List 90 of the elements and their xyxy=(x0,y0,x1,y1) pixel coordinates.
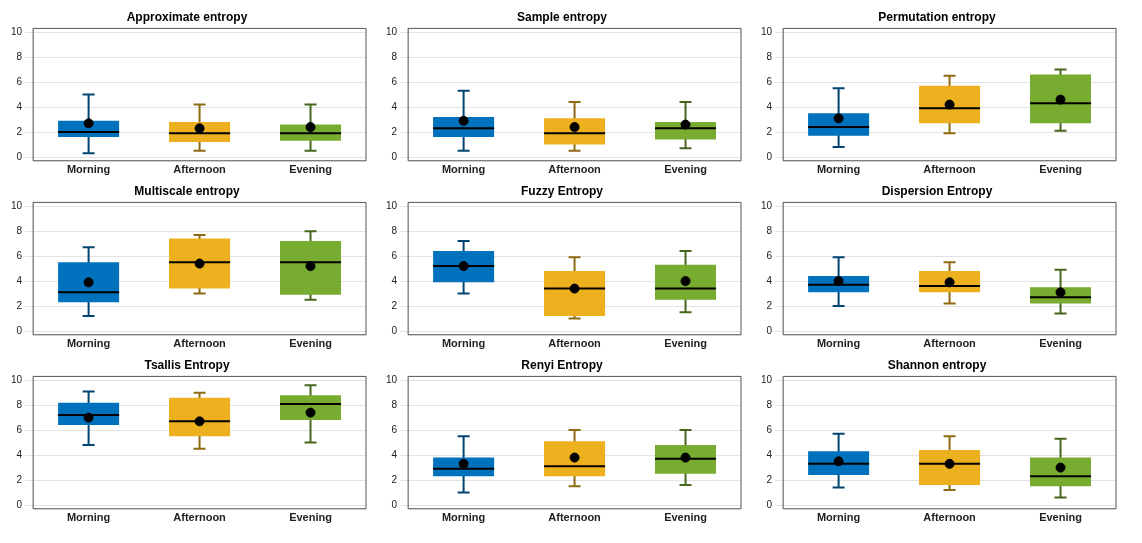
y-tick-label: 4 xyxy=(391,100,398,112)
y-tick-label: 10 xyxy=(386,373,398,385)
x-tick-label: Afternoon xyxy=(548,163,602,176)
x-tick-label: Morning xyxy=(66,163,111,176)
x-tick-label: Afternoon xyxy=(548,337,602,350)
chart-title: Permutation entropy xyxy=(878,9,996,24)
y-tick-label: 4 xyxy=(16,100,23,112)
y-tick-label: 2 xyxy=(766,125,773,137)
y-tick-label: 6 xyxy=(766,249,773,261)
y-tick-label: 10 xyxy=(386,25,398,37)
y-tick-label: 6 xyxy=(766,423,773,435)
chart-title: Fuzzy Entropy xyxy=(520,183,604,198)
y-tick-label: 4 xyxy=(16,448,23,460)
y-tick-label: 6 xyxy=(16,75,23,87)
x-tick-label: Afternoon xyxy=(923,511,977,524)
x-tick-label: Afternoon xyxy=(173,337,227,350)
chart-title: Sample entropy xyxy=(516,9,608,24)
y-tick-label: 4 xyxy=(766,274,773,286)
y-tick-label: 8 xyxy=(16,50,23,62)
y-tick-label: 0 xyxy=(391,498,398,510)
y-tick-label: 4 xyxy=(391,448,398,460)
y-tick-label: 10 xyxy=(761,25,773,37)
y-tick-label: 2 xyxy=(391,125,398,137)
y-tick-label: 0 xyxy=(391,324,398,336)
y-tick-label: 0 xyxy=(391,150,398,162)
x-tick-label: Afternoon xyxy=(173,511,227,524)
x-tick-label: Morning xyxy=(441,511,486,524)
x-tick-label: Afternoon xyxy=(548,511,602,524)
y-tick-label: 0 xyxy=(766,498,773,510)
y-tick-label: 4 xyxy=(766,448,773,460)
x-tick-label: Morning xyxy=(66,337,111,350)
chart-title: Approximate entropy xyxy=(126,9,248,24)
chart-title: Multiscale entropy xyxy=(134,183,240,198)
y-tick-label: 6 xyxy=(391,249,398,261)
y-tick-label: 8 xyxy=(391,398,398,410)
y-tick-label: 2 xyxy=(391,473,398,485)
y-tick-label: 10 xyxy=(11,25,23,37)
x-tick-label: Morning xyxy=(816,337,861,350)
y-tick-label: 0 xyxy=(766,150,773,162)
x-tick-label: Evening xyxy=(289,163,332,176)
x-tick-label: Morning xyxy=(816,511,861,524)
y-tick-label: 10 xyxy=(386,199,398,211)
x-tick-label: Evening xyxy=(664,511,707,524)
y-tick-label: 6 xyxy=(16,423,23,435)
y-tick-label: 8 xyxy=(766,224,773,236)
y-tick-label: 0 xyxy=(766,324,773,336)
y-tick-label: 2 xyxy=(16,473,23,485)
x-tick-label: Evening xyxy=(664,337,707,350)
chart-title: Renyi Entropy xyxy=(521,357,603,372)
y-tick-label: 0 xyxy=(16,498,23,510)
x-tick-label: Evening xyxy=(1039,511,1082,524)
x-tick-label: Morning xyxy=(816,163,861,176)
y-tick-label: 4 xyxy=(16,274,23,286)
x-tick-label: Afternoon xyxy=(923,163,977,176)
chart-title: Shannon entropy xyxy=(887,357,987,372)
y-tick-label: 8 xyxy=(391,224,398,236)
x-tick-label: Afternoon xyxy=(173,163,227,176)
y-tick-label: 10 xyxy=(11,199,23,211)
y-tick-label: 2 xyxy=(16,125,23,137)
y-tick-label: 4 xyxy=(766,100,773,112)
y-tick-label: 8 xyxy=(16,224,23,236)
x-tick-label: Evening xyxy=(289,337,332,350)
y-tick-label: 8 xyxy=(391,50,398,62)
y-tick-label: 4 xyxy=(391,274,398,286)
y-tick-label: 6 xyxy=(16,249,23,261)
x-tick-label: Evening xyxy=(1039,337,1082,350)
y-tick-label: 2 xyxy=(391,299,398,311)
y-tick-label: 0 xyxy=(16,324,23,336)
y-tick-label: 8 xyxy=(766,398,773,410)
y-tick-label: 8 xyxy=(16,398,23,410)
y-tick-label: 10 xyxy=(11,373,23,385)
x-tick-label: Evening xyxy=(664,163,707,176)
chart-title: Tsallis Entropy xyxy=(144,357,230,372)
x-tick-label: Morning xyxy=(441,337,486,350)
x-tick-label: Evening xyxy=(289,511,332,524)
x-tick-label: Morning xyxy=(66,511,111,524)
y-tick-label: 10 xyxy=(761,373,773,385)
x-tick-label: Morning xyxy=(441,163,486,176)
y-tick-label: 6 xyxy=(391,423,398,435)
y-tick-label: 8 xyxy=(766,50,773,62)
x-tick-label: Afternoon xyxy=(923,337,977,350)
y-tick-label: 6 xyxy=(391,75,398,87)
y-tick-label: 0 xyxy=(16,150,23,162)
y-tick-label: 2 xyxy=(16,299,23,311)
y-tick-label: 6 xyxy=(766,75,773,87)
y-tick-label: 2 xyxy=(766,473,773,485)
chart-title: Dispersion Entropy xyxy=(881,183,993,198)
y-tick-label: 2 xyxy=(766,299,773,311)
x-tick-label: Evening xyxy=(1039,163,1082,176)
y-tick-label: 10 xyxy=(761,199,773,211)
